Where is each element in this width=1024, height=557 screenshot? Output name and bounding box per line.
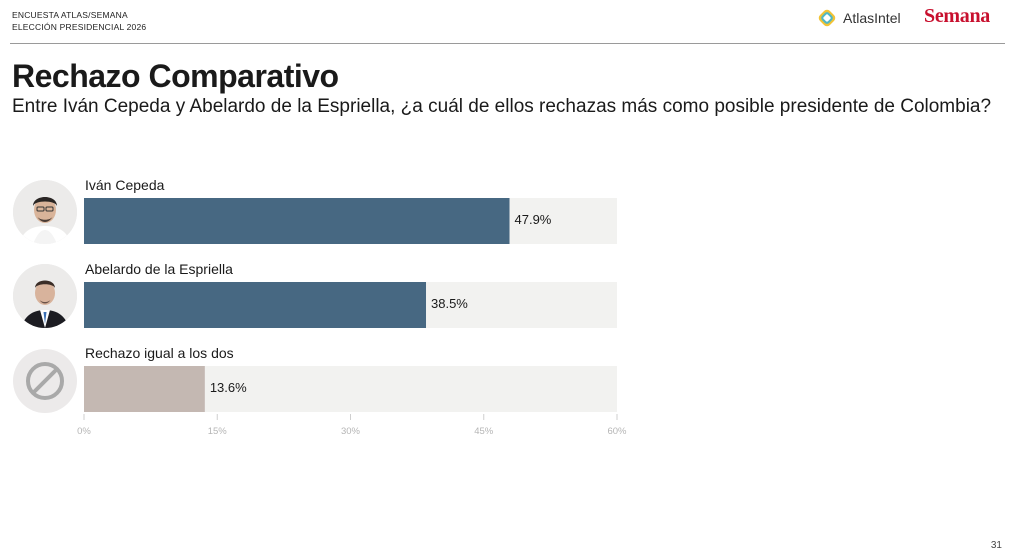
bar-label-abelardo-de-la-espriella: Abelardo de la Espriella [85,261,233,277]
survey-name: ENCUESTA ATLAS/SEMANA [12,10,128,20]
avatar-neutral [13,349,77,413]
atlasintel-logo-icon [818,9,836,27]
survey-topic: ELECCIÓN PRESIDENCIAL 2026 [12,22,147,32]
value-label-abelardo-de-la-espriella: 38.5% [431,296,468,311]
bar-label-rechazo-igual: Rechazo igual a los dos [85,345,234,361]
bar-label-ivan-cepeda: Iván Cepeda [85,177,165,193]
x-tick-label: 15% [208,426,228,437]
x-tick-label: 0% [77,426,91,437]
page-number: 31 [990,540,1002,551]
semana-logo: Semana [924,5,990,27]
bar-rechazo-igual-a-los-dos [84,366,205,412]
person-portrait-icon [13,180,77,244]
atlasintel-logo: AtlasIntel [816,7,901,29]
x-tick-label: 60% [607,426,627,437]
atlasintel-logo-text: AtlasIntel [843,10,901,26]
report-header: ENCUESTA ATLAS/SEMANA ELECCIÓN PRESIDENC… [12,9,146,33]
bar-ivan-cepeda [84,198,510,244]
x-tick-label: 30% [341,426,361,437]
header-divider [10,43,1005,44]
avatar-ivan-cepeda [13,180,77,244]
chart-title: Rechazo Comparativo [12,58,339,94]
bar-abelardo-de-la-espriella [84,282,427,328]
value-label-ivan-cepeda: 47.9% [514,212,552,227]
person-portrait-icon [13,264,77,328]
x-tick-label: 45% [474,426,494,437]
value-label-rechazo-igual: 13.6% [209,380,247,395]
prohibited-icon [26,362,64,400]
avatar-abelardo-de-la-espriella [13,264,77,328]
chart-subtitle: Entre Iván Cepeda y Abelardo de la Espri… [12,96,992,117]
